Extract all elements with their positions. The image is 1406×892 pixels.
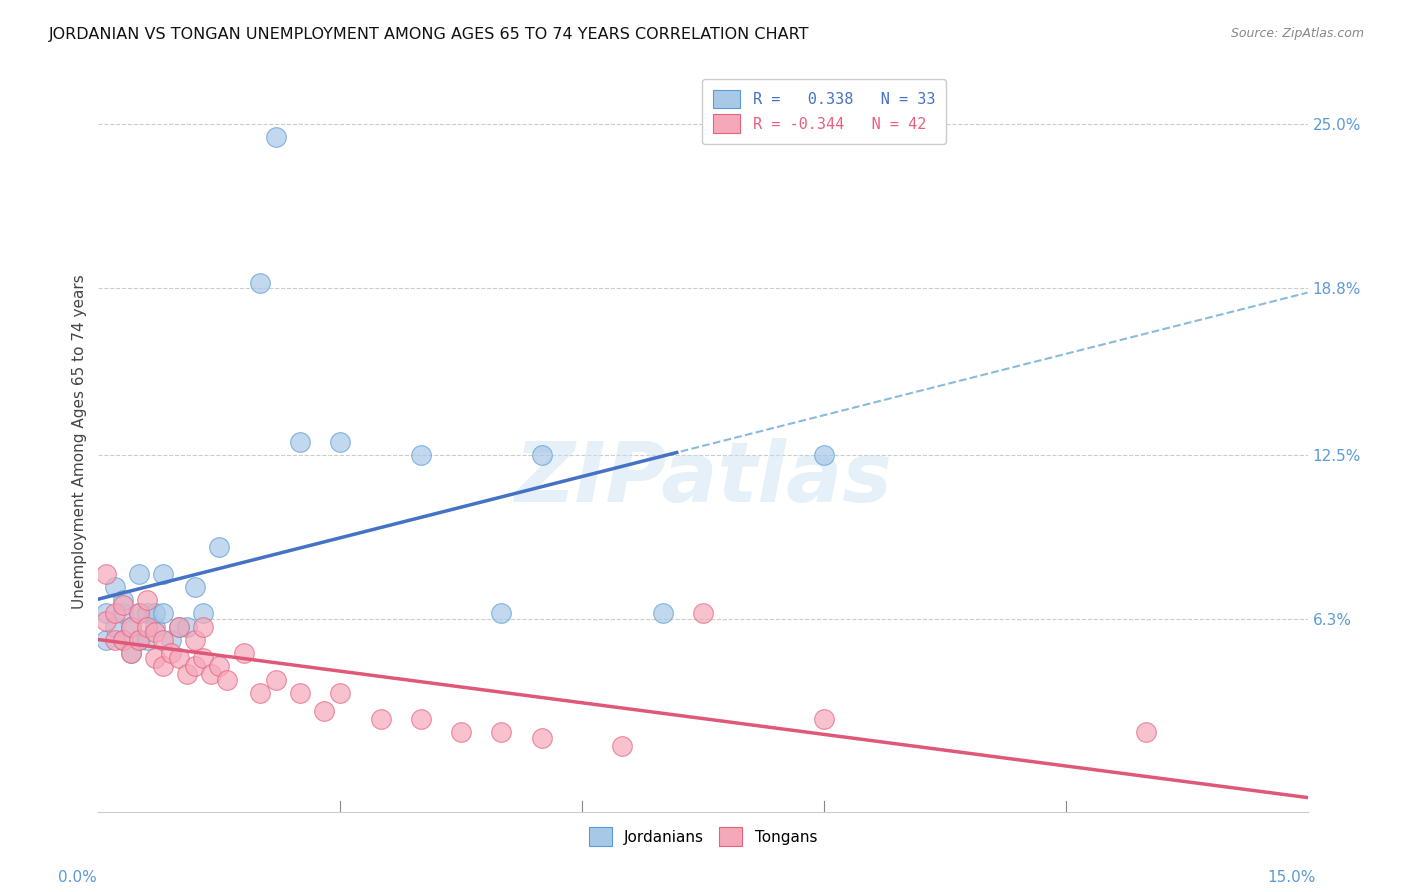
Point	[143, 624, 166, 639]
Point	[264, 130, 287, 145]
Point	[152, 607, 174, 621]
Point	[232, 646, 254, 660]
Text: 15.0%: 15.0%	[1267, 870, 1316, 885]
Point	[120, 646, 142, 660]
Point	[167, 651, 190, 665]
Text: JORDANIAN VS TONGAN UNEMPLOYMENT AMONG AGES 65 TO 74 YEARS CORRELATION CHART: JORDANIAN VS TONGAN UNEMPLOYMENT AMONG A…	[49, 27, 810, 42]
Point	[96, 566, 118, 581]
Point	[184, 580, 207, 594]
Point	[208, 659, 231, 673]
Point	[288, 434, 311, 449]
Point	[370, 712, 392, 726]
Point	[96, 615, 118, 629]
Point	[135, 620, 157, 634]
Point	[111, 632, 134, 647]
Point	[111, 593, 134, 607]
Point	[208, 541, 231, 555]
Point	[184, 659, 207, 673]
Point	[612, 739, 634, 753]
Legend: Jordanians, Tongans: Jordanians, Tongans	[583, 822, 823, 852]
Point	[128, 607, 150, 621]
Point	[128, 632, 150, 647]
Point	[111, 599, 134, 613]
Point	[120, 646, 142, 660]
Point	[103, 620, 125, 634]
Point	[135, 632, 157, 647]
Point	[111, 632, 134, 647]
Point	[193, 651, 215, 665]
Point	[143, 651, 166, 665]
Point	[450, 725, 472, 739]
Point	[249, 686, 271, 700]
Point	[530, 731, 553, 745]
Point	[264, 673, 287, 687]
Point	[491, 607, 513, 621]
Point	[103, 580, 125, 594]
Point	[167, 620, 190, 634]
Point	[329, 434, 352, 449]
Point	[160, 646, 183, 660]
Point	[651, 607, 673, 621]
Point	[103, 632, 125, 647]
Y-axis label: Unemployment Among Ages 65 to 74 years: Unemployment Among Ages 65 to 74 years	[72, 274, 87, 609]
Point	[128, 632, 150, 647]
Point	[160, 632, 183, 647]
Point	[120, 620, 142, 634]
Point	[176, 620, 198, 634]
Point	[143, 620, 166, 634]
Point	[96, 632, 118, 647]
Point	[128, 607, 150, 621]
Point	[288, 686, 311, 700]
Point	[813, 712, 835, 726]
Point	[120, 620, 142, 634]
Point	[491, 725, 513, 739]
Point	[409, 712, 432, 726]
Point	[96, 607, 118, 621]
Point	[184, 632, 207, 647]
Point	[249, 276, 271, 290]
Point	[152, 566, 174, 581]
Point	[143, 607, 166, 621]
Point	[193, 620, 215, 634]
Point	[152, 659, 174, 673]
Point	[200, 667, 222, 681]
Point	[409, 448, 432, 462]
Point	[193, 607, 215, 621]
Point	[530, 448, 553, 462]
Point	[813, 448, 835, 462]
Point	[314, 704, 336, 718]
Point	[111, 607, 134, 621]
Point	[128, 566, 150, 581]
Point	[176, 667, 198, 681]
Point	[692, 607, 714, 621]
Text: 0.0%: 0.0%	[58, 870, 97, 885]
Point	[135, 593, 157, 607]
Point	[103, 607, 125, 621]
Point	[135, 607, 157, 621]
Point	[329, 686, 352, 700]
Point	[152, 632, 174, 647]
Text: Source: ZipAtlas.com: Source: ZipAtlas.com	[1230, 27, 1364, 40]
Point	[1135, 725, 1157, 739]
Point	[167, 620, 190, 634]
Point	[217, 673, 239, 687]
Text: ZIPatlas: ZIPatlas	[515, 438, 891, 519]
